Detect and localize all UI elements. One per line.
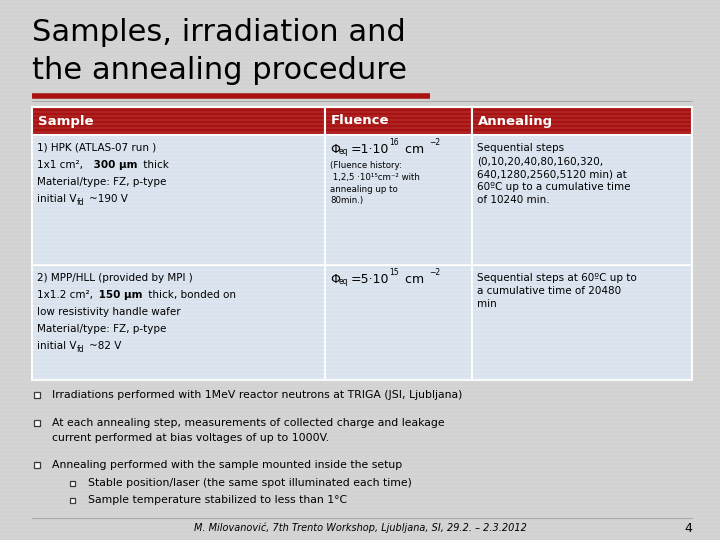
Text: the annealing procedure: the annealing procedure [32,56,407,85]
Bar [325,265,472,380]
Text: Samples, irradiation and: Samples, irradiation and [32,18,406,47]
Text: ~82 V: ~82 V [89,341,122,351]
Text: Sample: Sample [38,114,94,127]
Text: Sequential steps
(0,10,20,40,80,160,320,
640,1280,2560,5120 min) at
60ºC up to a: Sequential steps (0,10,20,40,80,160,320,… [477,143,631,205]
Text: initial V: initial V [37,341,76,351]
Bar [472,107,692,135]
Text: initial V: initial V [37,194,76,204]
Text: cm: cm [401,273,424,286]
Bar [472,135,692,265]
Bar [34,392,40,398]
Text: =1·10: =1·10 [351,143,390,156]
Text: fd: fd [77,198,85,207]
Text: Φ: Φ [330,143,340,156]
Text: fd: fd [77,345,85,354]
Text: Sequential steps at 60ºC up to
a cumulative time of 20480
min: Sequential steps at 60ºC up to a cumulat… [477,273,636,309]
Text: 15: 15 [389,268,399,277]
Text: Sample temperature stabilized to less than 1°C: Sample temperature stabilized to less th… [88,495,347,505]
Bar [32,135,325,265]
Bar [34,420,40,426]
Bar [32,107,325,135]
Text: Annealing performed with the sample mounted inside the setup: Annealing performed with the sample moun… [52,460,402,470]
Text: Fluence: Fluence [331,114,390,127]
Text: Material/type: FZ, p-type: Material/type: FZ, p-type [37,324,166,334]
Text: 2) MPP/HLL (provided by MPI ): 2) MPP/HLL (provided by MPI ) [37,273,193,283]
Text: low resistivity handle wafer: low resistivity handle wafer [37,307,181,317]
Text: cm: cm [401,143,424,156]
Text: ~190 V: ~190 V [89,194,128,204]
Bar [34,462,40,468]
Text: (Fluence history:
 1,2,5 ·10¹⁵cm⁻² with
annealing up to
80min.): (Fluence history: 1,2,5 ·10¹⁵cm⁻² with a… [330,161,420,205]
Text: 1x1.2 cm²,: 1x1.2 cm², [37,290,93,300]
Text: 16: 16 [389,138,399,147]
Bar [472,265,692,380]
Bar [325,107,472,135]
Bar [32,265,325,380]
Text: current performed at bias voltages of up to 1000V.: current performed at bias voltages of up… [52,433,329,443]
Text: 300 μm: 300 μm [90,160,138,170]
Text: eq: eq [339,277,348,286]
Text: Stable position/laser (the same spot illuminated each time): Stable position/laser (the same spot ill… [88,478,412,488]
Text: M. Milovanović, 7th Trento Workshop, Ljubljana, SI, 29.2. – 2.3.2012: M. Milovanović, 7th Trento Workshop, Lju… [194,523,526,534]
Text: =5·10: =5·10 [351,273,390,286]
Bar [70,497,75,503]
Text: Material/type: FZ, p-type: Material/type: FZ, p-type [37,177,166,187]
Text: Annealing: Annealing [478,114,553,127]
Text: −2: −2 [429,138,440,147]
Text: Irradiations performed with 1MeV reactor neutrons at TRIGA (JSI, Ljubljana): Irradiations performed with 1MeV reactor… [52,390,462,400]
Text: thick: thick [140,160,169,170]
Text: thick, bonded on: thick, bonded on [145,290,236,300]
Text: 150 μm: 150 μm [95,290,143,300]
Text: 4: 4 [684,522,692,535]
Text: eq: eq [339,147,348,156]
Text: 1) HPK (ATLAS-07 run ): 1) HPK (ATLAS-07 run ) [37,143,156,153]
Text: 1x1 cm²,: 1x1 cm², [37,160,83,170]
Text: −2: −2 [429,268,440,277]
Text: Φ: Φ [330,273,340,286]
Text: At each annealing step, measurements of collected charge and leakage: At each annealing step, measurements of … [52,418,445,428]
Bar [70,481,75,486]
Bar [325,135,472,265]
